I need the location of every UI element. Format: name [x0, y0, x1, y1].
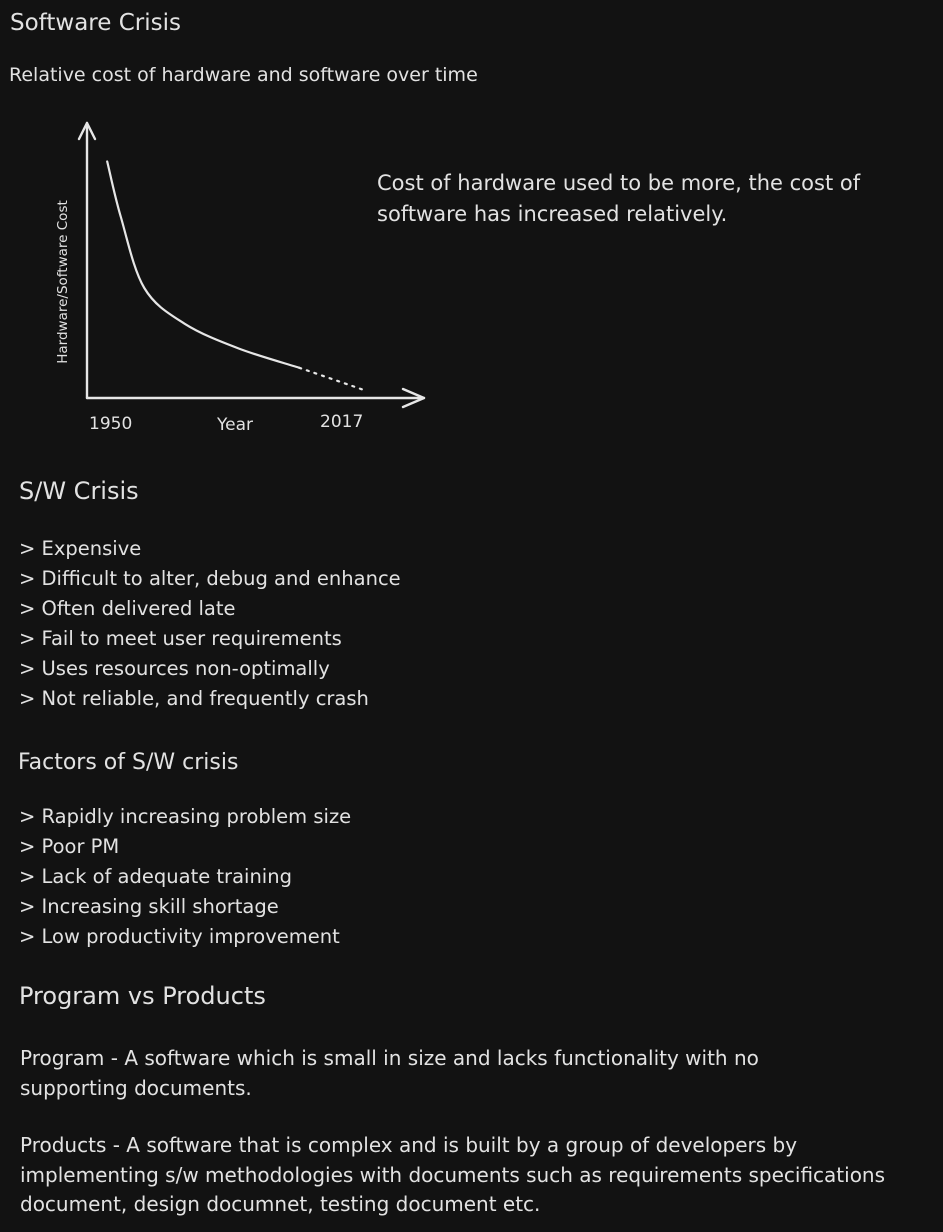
- cost-chart: [77, 121, 426, 409]
- x-tick-label: 2017: [320, 412, 364, 432]
- x-axis-arrowhead: [401, 387, 426, 409]
- list-item: > Fail to meet user requirements: [19, 627, 342, 650]
- list-item: > Rapidly increasing problem size: [19, 805, 352, 828]
- page-title: Software Crisis: [10, 10, 181, 36]
- cost-curve: [106, 160, 301, 369]
- products-definition: Products - A software that is complex an…: [20, 1133, 886, 1216]
- list-item: > Lack of adequate training: [19, 865, 292, 888]
- program-definition: Program - A software which is small in s…: [20, 1046, 759, 1100]
- list-item: > Uses resources non-optimally: [19, 657, 330, 680]
- chart-note: Cost of hardware used to be more, the co…: [377, 171, 861, 226]
- section-heading-program-vs-products: Program vs Products: [19, 982, 266, 1010]
- list-item: > Difficult to alter, debug and enhance: [19, 567, 401, 590]
- list-item: > Expensive: [19, 537, 142, 560]
- projected-cost-line: [298, 366, 365, 391]
- page-subtitle: Relative cost of hardware and software o…: [9, 64, 478, 86]
- list-item: > Low productivity improvement: [19, 925, 340, 948]
- list-item: > Often delivered late: [19, 597, 236, 620]
- list-item: > Not reliable, and frequently crash: [19, 687, 369, 710]
- x-tick-label: 1950: [89, 414, 133, 434]
- list-item: > Poor PM: [19, 835, 120, 858]
- x-axis-label: Year: [217, 415, 253, 435]
- factors-list: > Rapidly increasing problem size > Poor…: [19, 802, 351, 952]
- list-item: > Increasing skill shortage: [19, 895, 279, 918]
- section-heading-crisis: S/W Crisis: [19, 477, 139, 505]
- section-heading-factors: Factors of S/W crisis: [18, 750, 239, 775]
- y-axis-arrowhead: [77, 121, 97, 141]
- crisis-list: > Expensive > Difficult to alter, debug …: [19, 534, 401, 714]
- y-axis-label: Hardware/Software Cost: [55, 200, 71, 364]
